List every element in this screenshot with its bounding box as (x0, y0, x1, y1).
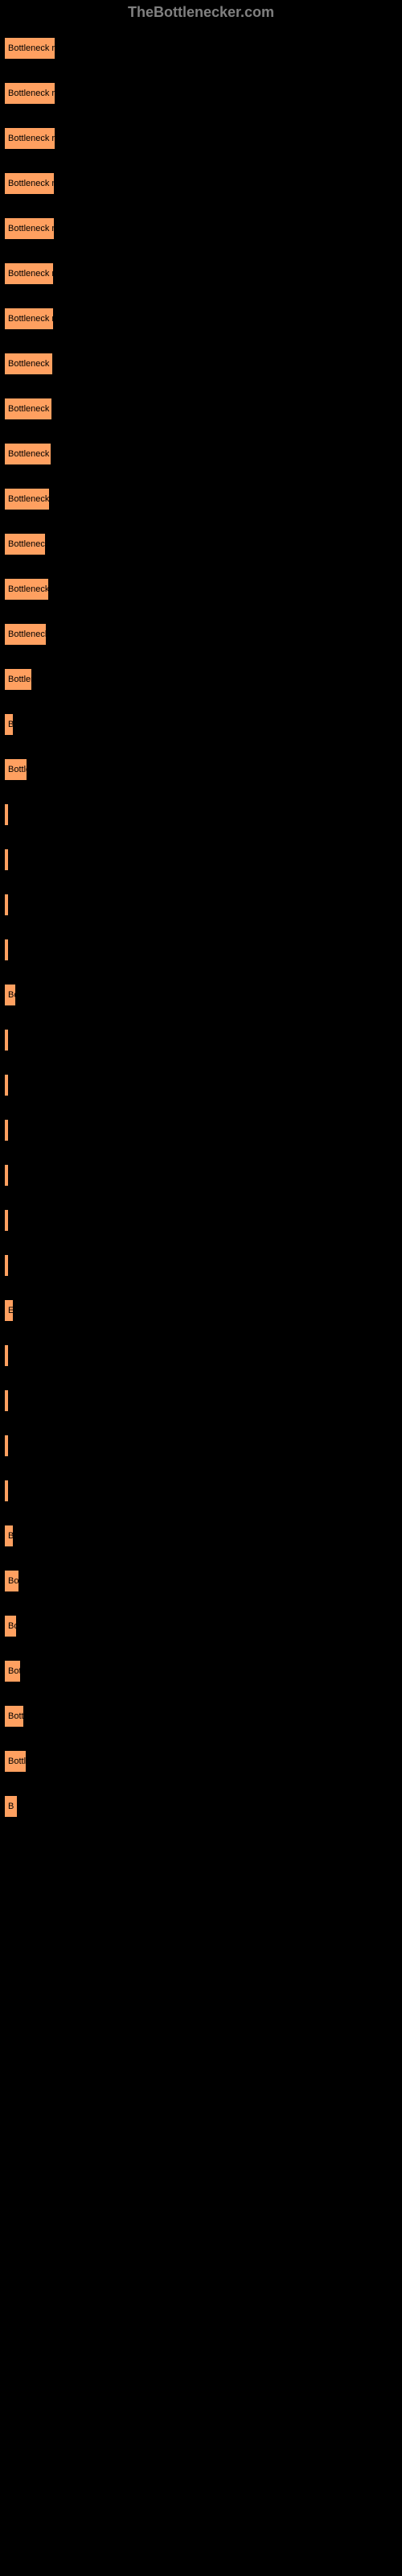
bar-11: Bottleneck (4, 533, 46, 555)
bar-38: Bottle (4, 1750, 27, 1773)
chart-container: Bottleneck rest Bottleneck rest Bottlene… (0, 21, 402, 1818)
bar-27 (4, 1254, 9, 1277)
bar-row: Bot (4, 1660, 402, 1683)
bar-row: Bo (4, 984, 402, 1007)
bar-32 (4, 1480, 9, 1502)
bar-18 (4, 848, 9, 871)
bar-row: Bottleneck rest (4, 172, 402, 196)
bar-0: Bottleneck rest (4, 37, 55, 60)
bar-row: Bottleneck rest (4, 353, 402, 376)
bar-row: B (4, 1525, 402, 1548)
bar-row: Bottleneck rest (4, 217, 402, 241)
bar-row (4, 1209, 402, 1232)
bar-4: Bottleneck rest (4, 217, 55, 240)
bar-28: E (4, 1299, 14, 1322)
bar-20 (4, 939, 9, 961)
bar-row: B (4, 713, 402, 737)
bar-37: Bott (4, 1705, 24, 1728)
bar-row: Bottleneck r (4, 488, 402, 511)
bar-row: Bottleneck (4, 533, 402, 556)
bar-row: B (4, 1795, 402, 1818)
bar-19 (4, 894, 9, 916)
bar-7: Bottleneck rest (4, 353, 53, 375)
bar-row (4, 803, 402, 827)
bar-row: Bottleneck re (4, 262, 402, 286)
bar-31 (4, 1435, 9, 1457)
bar-21: Bo (4, 984, 16, 1006)
bar-5: Bottleneck re (4, 262, 54, 285)
bar-row (4, 1164, 402, 1187)
bar-row (4, 1119, 402, 1142)
bar-36: Bot (4, 1660, 21, 1682)
bar-row: Bottleneck (4, 623, 402, 646)
bar-26 (4, 1209, 9, 1232)
bar-8: Bottleneck re (4, 398, 52, 420)
bar-row (4, 894, 402, 917)
bar-row: Bottleneck rest (4, 37, 402, 60)
bar-2: Bottleneck rest (4, 127, 55, 150)
bar-row (4, 1344, 402, 1368)
bar-row (4, 1480, 402, 1503)
bar-17 (4, 803, 9, 826)
bar-15: B (4, 713, 14, 736)
bar-row (4, 1029, 402, 1052)
bar-row (4, 939, 402, 962)
bar-row: Bottleneck r (4, 578, 402, 601)
header-title: TheBottlenecker.com (0, 0, 402, 21)
bar-10: Bottleneck r (4, 488, 50, 510)
bar-row: Bottler (4, 668, 402, 691)
bar-1: Bottleneck rest (4, 82, 55, 105)
bar-row: Bottleneck re (4, 398, 402, 421)
bar-row: Bottle (4, 758, 402, 782)
bar-24 (4, 1119, 9, 1141)
bar-row: Bottleneck rest (4, 82, 402, 105)
bar-6: Bottleneck rest (4, 308, 54, 330)
bar-row: Bottle (4, 1750, 402, 1773)
bar-row: Bo (4, 1615, 402, 1638)
bar-13: Bottleneck (4, 623, 47, 646)
bar-33: B (4, 1525, 14, 1547)
bar-9: Bottleneck re (4, 443, 51, 465)
bar-34: Bo (4, 1570, 19, 1592)
bar-row: Bottleneck rest (4, 127, 402, 151)
bar-29 (4, 1344, 9, 1367)
bar-35: Bo (4, 1615, 17, 1637)
bar-row (4, 1435, 402, 1458)
bar-row: Bott (4, 1705, 402, 1728)
bar-25 (4, 1164, 9, 1187)
bar-22 (4, 1029, 9, 1051)
bar-30 (4, 1389, 9, 1412)
bar-14: Bottler (4, 668, 32, 691)
bar-row (4, 1389, 402, 1413)
bar-row: Bottleneck rest (4, 308, 402, 331)
bar-row: E (4, 1299, 402, 1323)
bar-12: Bottleneck r (4, 578, 49, 601)
bar-23 (4, 1074, 9, 1096)
bar-row: Bo (4, 1570, 402, 1593)
bar-row (4, 848, 402, 872)
bar-row (4, 1254, 402, 1278)
bar-row: Bottleneck re (4, 443, 402, 466)
bar-16: Bottle (4, 758, 27, 781)
bar-39: B (4, 1795, 18, 1818)
bar-row (4, 1074, 402, 1097)
bar-3: Bottleneck rest (4, 172, 55, 195)
